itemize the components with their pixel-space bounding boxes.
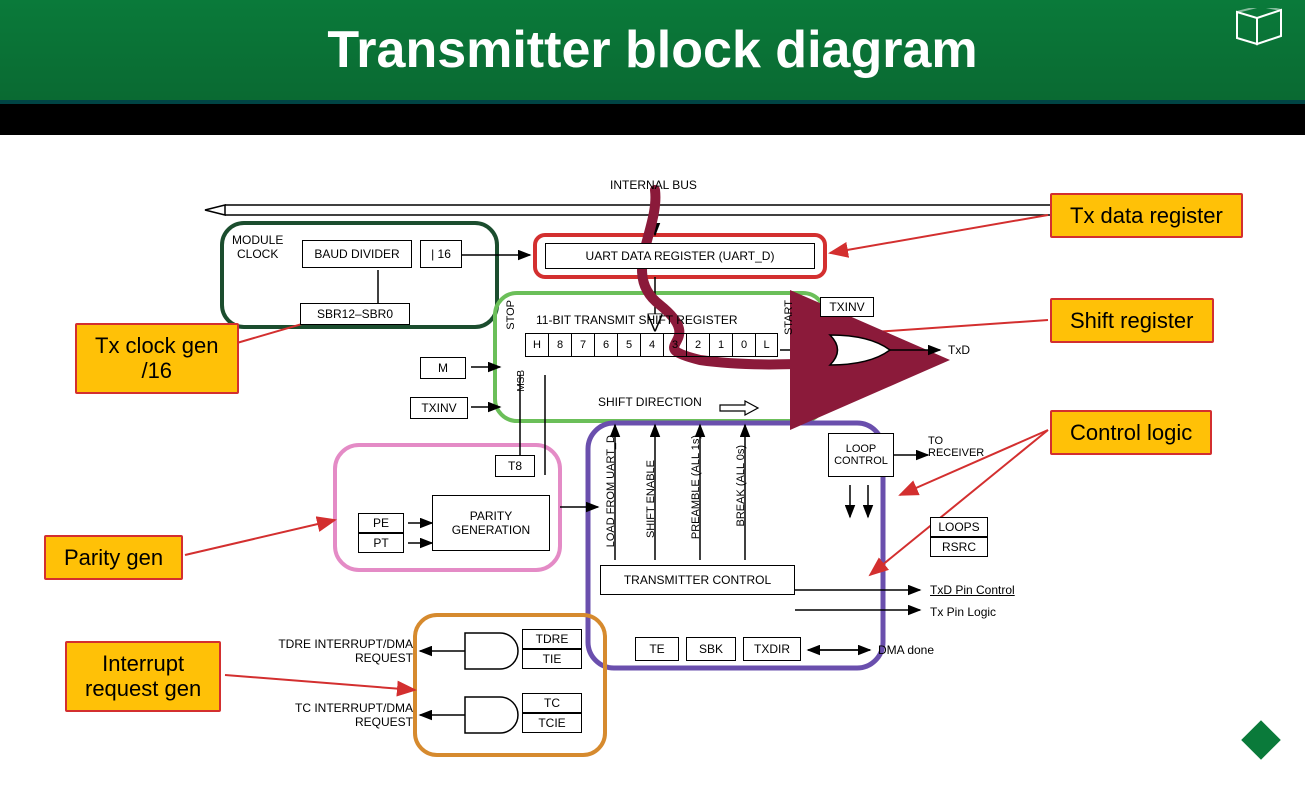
callout-tx-data-register: Tx data register xyxy=(1050,193,1243,238)
bit-8: 8 xyxy=(548,333,571,357)
and-gate-tdre xyxy=(420,633,518,669)
callout-control-logic: Control logic xyxy=(1050,410,1212,455)
tie-box: TIE xyxy=(522,649,582,669)
watermark: https://blog.csdn.net/weixin_39289876 xyxy=(1072,773,1293,788)
callout-tx-clock-gen-l2: /16 xyxy=(141,358,172,383)
bit-0: 0 xyxy=(732,333,755,357)
diagram-area: INTERNAL BUS MODULE CLOCK BAUD DIVIDER |… xyxy=(0,135,1305,794)
callout-irq-gen-l1: Interrupt xyxy=(102,651,184,676)
callout-parity-gen: Parity gen xyxy=(44,535,183,580)
tc-box: TC xyxy=(522,693,582,713)
leader-irq xyxy=(225,675,415,690)
pe-box: PE xyxy=(358,513,404,533)
start-label: START xyxy=(783,300,795,335)
tx-pin-logic-label: Tx Pin Logic xyxy=(930,605,996,619)
sbk-box: SBK xyxy=(686,637,736,661)
bit-H: H xyxy=(525,333,548,357)
leader-datareg xyxy=(830,215,1048,253)
sbr-box: SBR12–SBR0 xyxy=(300,303,410,325)
callout-shift-register: Shift register xyxy=(1050,298,1214,343)
callout-irq-gen-l2: request gen xyxy=(85,676,201,701)
bit-1: 1 xyxy=(709,333,732,357)
msb-label: MSB xyxy=(516,370,527,392)
shift-register-bits: H 8 7 6 5 4 3 2 1 0 L xyxy=(525,333,778,357)
leader-shiftreg xyxy=(830,320,1048,335)
txd-gate xyxy=(830,335,940,365)
bit-4: 4 xyxy=(640,333,663,357)
bit-6: 6 xyxy=(594,333,617,357)
slide-title: Transmitter block diagram xyxy=(327,20,977,80)
div16-box: | 16 xyxy=(420,240,462,268)
preamble: PREAMBLE (ALL 1s) xyxy=(690,435,702,539)
rsrc-box: RSRC xyxy=(930,537,988,557)
shift-direction-label: SHIFT DIRECTION xyxy=(598,395,702,409)
bit-7: 7 xyxy=(571,333,594,357)
loops-box: LOOPS xyxy=(930,517,988,537)
to-receiver-label: TO RECEIVER xyxy=(928,435,984,459)
transmitter-control-box: TRANSMITTER CONTROL xyxy=(600,565,795,595)
slide: Transmitter block diagram xyxy=(0,0,1305,794)
bit-3: 3 xyxy=(663,333,686,357)
te-box: TE xyxy=(635,637,679,661)
break: BREAK (ALL 0s) xyxy=(735,445,747,527)
shift-enable: SHIFT ENABLE xyxy=(645,460,657,538)
shift-direction-arrow xyxy=(720,401,758,415)
internal-bus-label: INTERNAL BUS xyxy=(610,178,697,192)
tdre-box: TDRE xyxy=(522,629,582,649)
callout-tx-clock-gen-l1: Tx clock gen xyxy=(95,333,219,358)
txd-pin-control-label: TxD Pin Control xyxy=(930,583,1015,597)
txinv-box-1: TXINV xyxy=(820,297,874,317)
callout-tx-clock-gen: Tx clock gen /16 xyxy=(75,323,239,394)
t8-box: T8 xyxy=(495,455,535,477)
dma-done-label: DMA done xyxy=(878,643,934,657)
bit-2: 2 xyxy=(686,333,709,357)
book-icon xyxy=(1233,8,1287,53)
baud-divider-box: BAUD DIVIDER xyxy=(302,240,412,268)
txd-label: TxD xyxy=(948,343,970,357)
module-clock-label: MODULE CLOCK xyxy=(232,233,283,261)
txinv-box-2: TXINV xyxy=(410,397,468,419)
tc-irq-label: TC INTERRUPT/DMA REQUEST xyxy=(258,701,413,729)
pt-box: PT xyxy=(358,533,404,553)
callout-irq-gen: Interrupt request gen xyxy=(65,641,221,712)
bit-5: 5 xyxy=(617,333,640,357)
leader-parity xyxy=(185,520,335,555)
tcie-box: TCIE xyxy=(522,713,582,733)
and-gate-tc xyxy=(420,697,518,733)
load-from-uart-d: LOAD FROM UART_D xyxy=(605,435,617,547)
decor-diamond-icon xyxy=(1241,720,1281,760)
tdre-irq-label: TDRE INTERRUPT/DMA REQUEST xyxy=(258,637,413,665)
m-box: M xyxy=(420,357,466,379)
txdir-box: TXDIR xyxy=(743,637,801,661)
bit-L: L xyxy=(755,333,778,357)
internal-bus-arrow xyxy=(205,205,1100,215)
parity-generation-box: PARITY GENERATION xyxy=(432,495,550,551)
stop-label: STOP xyxy=(505,300,517,330)
loop-control-box: LOOP CONTROL xyxy=(828,433,894,477)
header-bar: Transmitter block diagram xyxy=(0,0,1305,104)
uart-data-register-box: UART DATA REGISTER (UART_D) xyxy=(545,243,815,269)
shift-reg-title: 11-BIT TRANSMIT SHIFT REGISTER xyxy=(536,313,738,327)
